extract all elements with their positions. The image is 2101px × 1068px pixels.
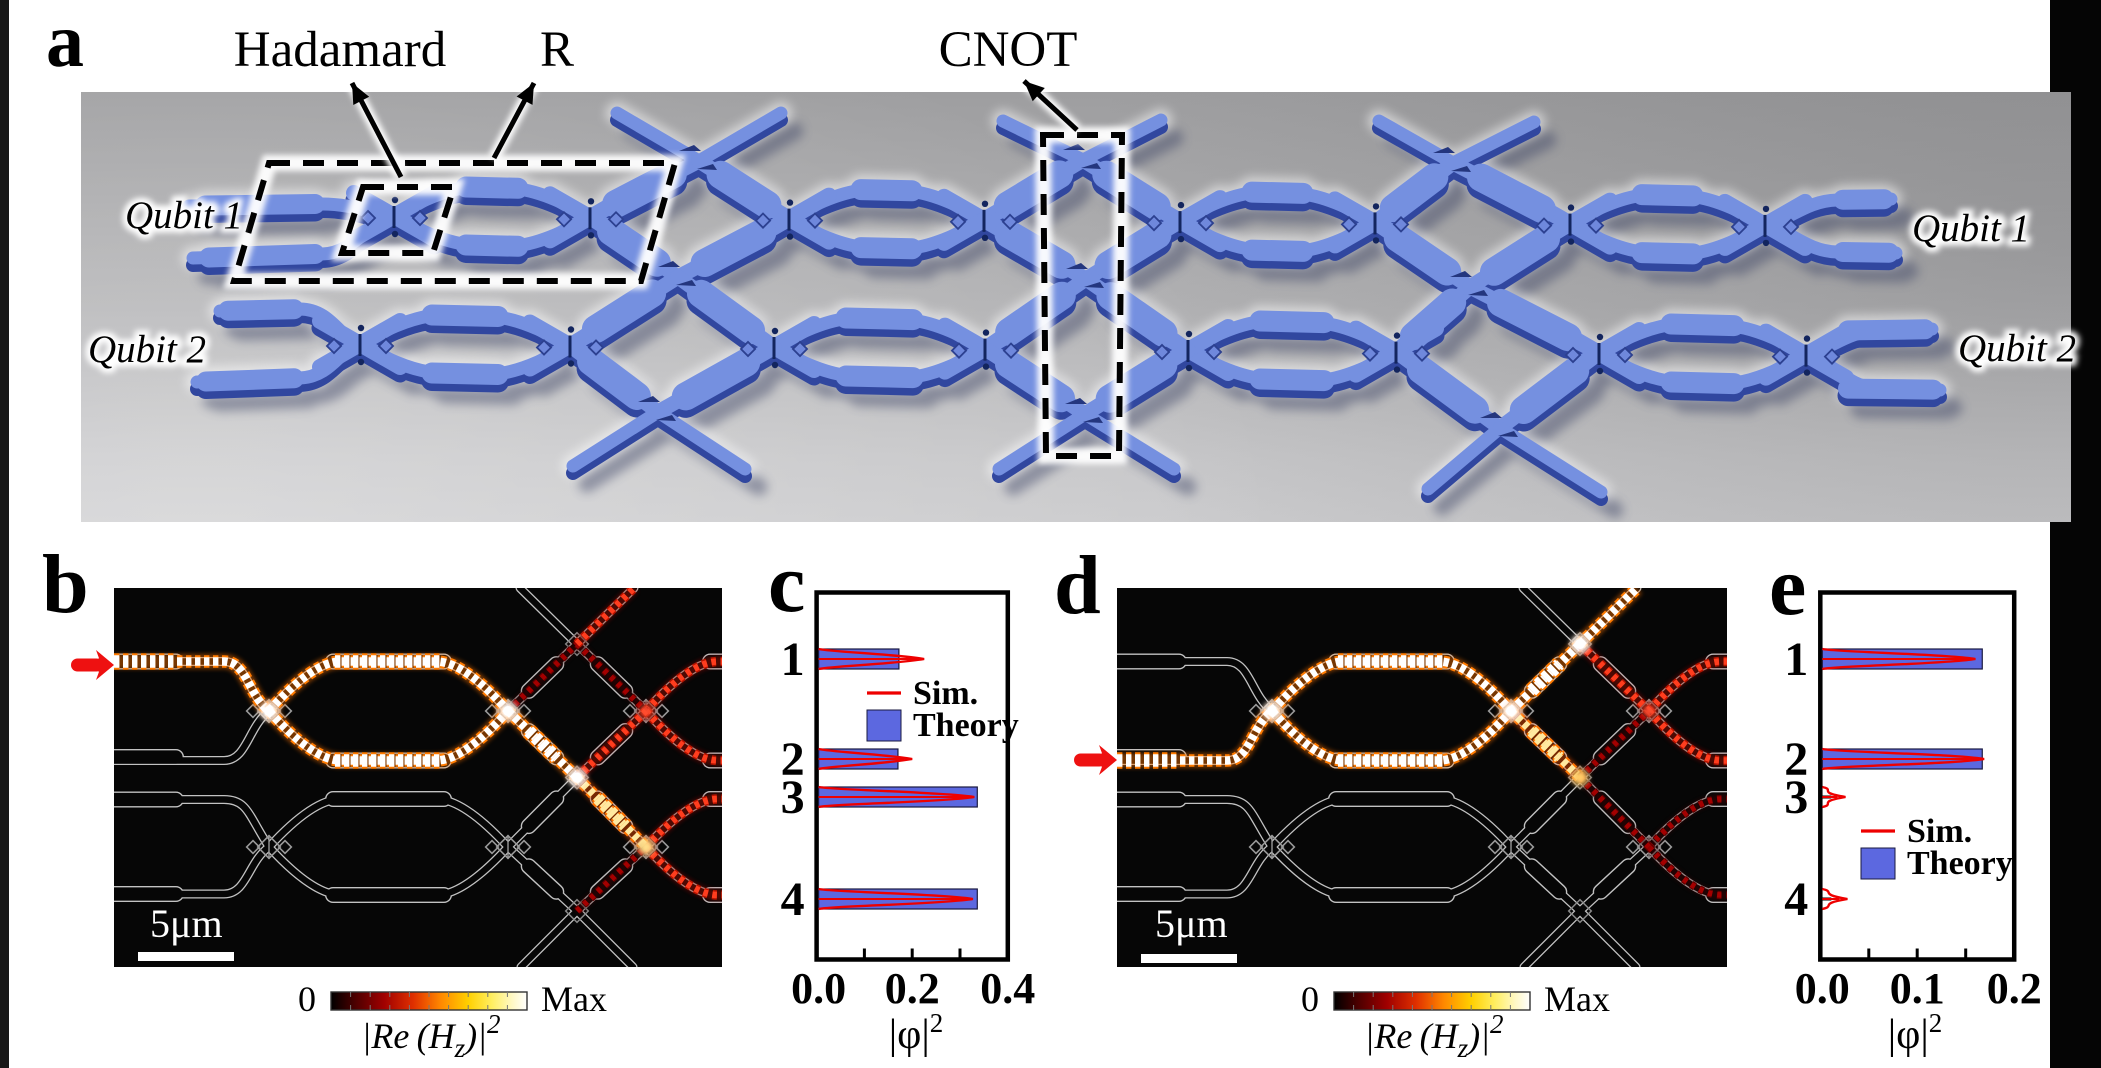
- svg-text:2: 2: [1784, 733, 1808, 786]
- svg-text:0.2: 0.2: [1987, 964, 2042, 1013]
- svg-text:Sim.: Sim.: [913, 675, 978, 712]
- svg-text:5μm: 5μm: [1155, 901, 1228, 946]
- svg-text:0.0: 0.0: [1795, 964, 1850, 1013]
- svg-text:c: c: [768, 537, 805, 630]
- svg-text:Max: Max: [541, 979, 607, 1019]
- svg-text:Theory: Theory: [913, 707, 1019, 744]
- svg-text:Qubit 2: Qubit 2: [1958, 327, 2076, 370]
- svg-text:0.2: 0.2: [885, 964, 940, 1013]
- svg-text:CNOT: CNOT: [939, 22, 1078, 78]
- svg-text:Theory: Theory: [1907, 845, 2013, 882]
- svg-text:0.4: 0.4: [980, 964, 1035, 1013]
- svg-text:b: b: [42, 538, 89, 631]
- svg-text:e: e: [1769, 540, 1806, 633]
- svg-text:d: d: [1054, 539, 1101, 632]
- svg-text:0.1: 0.1: [1890, 964, 1945, 1013]
- svg-text:4: 4: [781, 873, 805, 926]
- svg-text:1: 1: [781, 633, 805, 686]
- svg-text:2: 2: [781, 733, 805, 786]
- svg-text:0: 0: [298, 979, 316, 1019]
- svg-text:0: 0: [1301, 979, 1319, 1019]
- svg-text:Qubit 1: Qubit 1: [1912, 207, 2030, 250]
- svg-text:Qubit 2: Qubit 2: [88, 328, 206, 371]
- svg-text:R: R: [540, 22, 574, 78]
- svg-text:Qubit 2: Qubit 2: [88, 328, 206, 371]
- svg-text:3: 3: [781, 771, 805, 824]
- svg-text:3: 3: [1784, 771, 1808, 824]
- svg-text:Hadamard: Hadamard: [234, 22, 446, 78]
- svg-text:4: 4: [1784, 873, 1808, 926]
- svg-text:Max: Max: [1544, 979, 1610, 1019]
- svg-text:0.0: 0.0: [791, 964, 846, 1013]
- svg-text:Qubit 1: Qubit 1: [1912, 207, 2030, 250]
- svg-text:|Re (Hz)|2: |Re (Hz)|2: [1365, 1009, 1504, 1063]
- svg-text:Sim.: Sim.: [1907, 813, 1972, 850]
- svg-text:a: a: [46, 0, 84, 83]
- svg-text:|Re (Hz)|2: |Re (Hz)|2: [362, 1009, 501, 1063]
- svg-text:Qubit 1: Qubit 1: [125, 194, 243, 237]
- svg-text:Qubit 1: Qubit 1: [125, 194, 243, 237]
- svg-text:Qubit 2: Qubit 2: [1958, 327, 2076, 370]
- svg-text:1: 1: [1784, 633, 1808, 686]
- svg-text:5μm: 5μm: [150, 901, 223, 946]
